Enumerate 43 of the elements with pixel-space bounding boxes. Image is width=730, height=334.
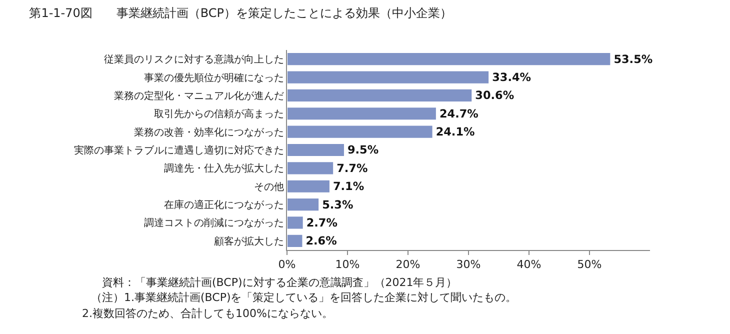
y-tick-label: 調達コストの削減につながった: [144, 217, 284, 230]
x-tick-label: 50%: [577, 258, 602, 272]
text: 2.複数回答のため、合計しても100%にならない。: [82, 307, 333, 320]
y-tick-label: 業務の定型化・マニュアル化が進んだ: [114, 90, 284, 102]
bar: [287, 124, 434, 139]
text: （注）1.事業継続計画(BCP)を「策定している」を回答した企業に対して聞いたもの。: [91, 291, 517, 304]
y-tick-label: 業務の改善・効率化につながった: [134, 126, 284, 138]
data-label: 53.5%: [614, 52, 653, 66]
y-tick-label: 調達先・仕入先が拡大した: [164, 162, 284, 175]
data-label: 9.5%: [347, 144, 379, 157]
bar: [287, 70, 490, 84]
data-label: 7.1%: [332, 180, 364, 194]
x-tick-label: 10%: [335, 258, 360, 272]
bar: [287, 216, 304, 230]
data-label: 24.7%: [439, 107, 478, 120]
bar: [287, 106, 437, 121]
data-label: 30.6%: [475, 89, 514, 102]
bar: [287, 142, 345, 158]
data-label: 24.1%: [436, 126, 475, 139]
y-tick-label: 従業員のリスクに対する意識が向上した: [104, 54, 284, 66]
bar: [287, 179, 330, 194]
x-tick-label: 0%: [278, 258, 296, 272]
x-tick-label: 30%: [456, 258, 481, 272]
y-tick-label: 事業の優先順位が明確になった: [144, 72, 284, 84]
bar: [287, 161, 334, 176]
y-tick-label: 在庫の適正化につながった: [164, 199, 284, 212]
bar: [287, 52, 612, 66]
data-label: 7.7%: [336, 162, 368, 175]
bar: [287, 198, 320, 212]
bar: [287, 234, 304, 248]
data-label: 5.3%: [322, 198, 354, 212]
y-tick-label: 顧客が拡大した: [214, 235, 284, 248]
chart-title: 第1-1-70図 事業継続計画（BCP）を策定したことによる効果（中小企業）: [29, 6, 452, 20]
data-label: 2.7%: [306, 216, 338, 230]
y-tick-label: その他: [254, 180, 284, 193]
text: 資料：「事業継続計画(BCP)に対する企業の意識調査」（2021年５月）: [102, 276, 458, 289]
data-label: 33.4%: [492, 71, 531, 84]
x-tick-label: 40%: [516, 258, 542, 272]
data-label: 2.6%: [306, 234, 337, 248]
y-tick-label: 取引先からの信頼が高まった: [154, 108, 284, 120]
y-tick-label: 実際の事業トラブルに遭遇し適切に対応できた: [74, 144, 284, 156]
bar: [287, 88, 473, 102]
x-tick-label: 20%: [396, 258, 420, 272]
